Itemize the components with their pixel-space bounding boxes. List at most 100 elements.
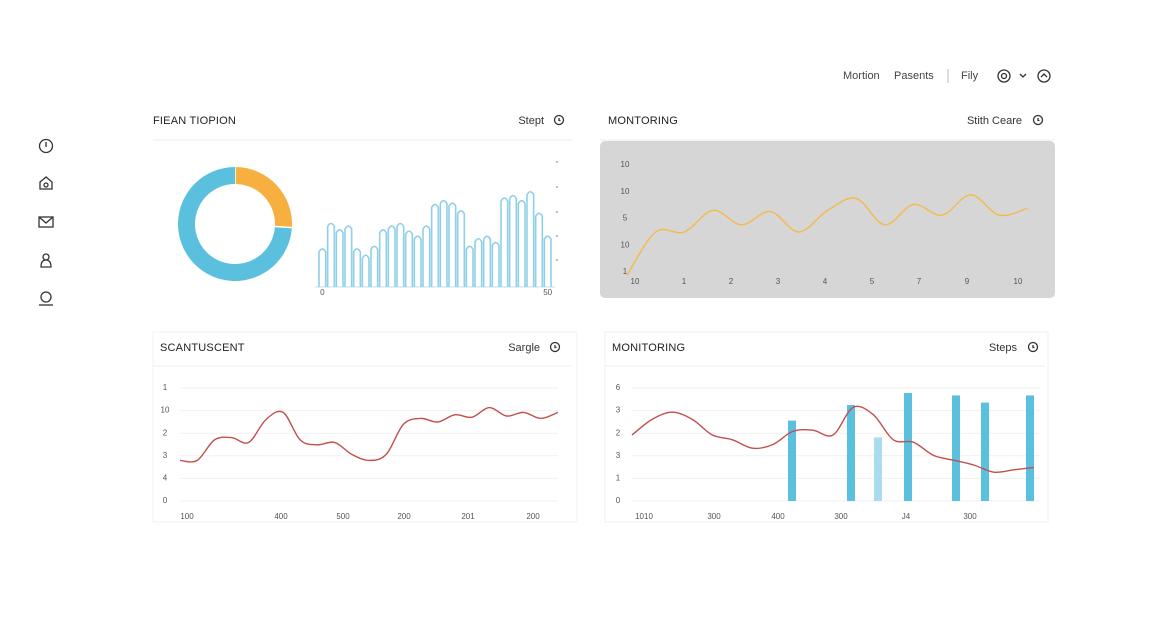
panel-action[interactable]: Stith Ceare — [967, 115, 1022, 127]
x-axis-label: 200 — [526, 512, 540, 521]
y-axis-label: 6 — [616, 383, 621, 392]
bar — [387, 225, 396, 287]
x-axis-label: 1 — [682, 277, 687, 286]
panel-title: SCANTUSCENT — [160, 342, 245, 354]
chevron[interactable] — [1019, 73, 1027, 78]
panel-frame — [152, 331, 578, 523]
bar — [1026, 395, 1034, 501]
line-series — [626, 194, 1029, 276]
panel-title: MONITORING — [612, 342, 685, 354]
x-axis-label: 200 — [397, 512, 411, 521]
clock-icon[interactable] — [553, 114, 565, 126]
nav-item[interactable]: Mortion — [843, 70, 880, 82]
nav-icon[interactable] — [997, 69, 1011, 83]
nav-icon[interactable] — [1037, 69, 1051, 83]
bar — [404, 230, 414, 287]
y-axis-label: 10 — [161, 406, 170, 415]
bar — [344, 225, 353, 287]
y-axis-label: 10 — [621, 240, 630, 249]
x-axis-label: 3 — [776, 277, 781, 286]
panel-frame — [604, 331, 1049, 523]
bar — [439, 199, 448, 287]
bar — [517, 199, 526, 287]
nav-item[interactable]: Fily — [961, 70, 979, 82]
panel-title: MONTORING — [608, 115, 678, 127]
bar — [318, 248, 327, 287]
sidebar-icon[interactable] — [38, 216, 54, 228]
bar — [981, 402, 989, 501]
x-axis-label: J4 — [902, 512, 911, 521]
donut-slice — [235, 167, 292, 228]
bar — [500, 197, 509, 287]
y-axis-label: 10 — [621, 160, 630, 169]
y-axis-label: 3 — [163, 451, 168, 460]
bar — [378, 229, 388, 287]
bar — [430, 203, 440, 287]
bar — [874, 437, 882, 501]
donut-slice — [177, 167, 292, 282]
sidebar-icon[interactable] — [39, 176, 53, 190]
sidebar — [38, 138, 54, 306]
y-axis-label: 2 — [163, 428, 168, 437]
panel-title: FIEAN TIOPION — [153, 115, 236, 127]
sidebar-icon[interactable] — [38, 138, 54, 154]
x-axis-label: 300 — [707, 512, 721, 521]
x-axis-label: 500 — [336, 512, 350, 521]
x-axis-label: 0 — [320, 288, 325, 297]
x-axis-label: 7 — [917, 277, 922, 286]
x-axis-label: 400 — [274, 512, 288, 521]
x-axis-label: 10 — [1014, 277, 1023, 286]
bar — [396, 222, 405, 287]
bar — [788, 420, 796, 501]
bar — [448, 202, 457, 287]
y-axis-label: 3 — [616, 406, 621, 415]
line-series — [179, 406, 559, 463]
bar — [422, 225, 431, 287]
x-axis-label: 9 — [965, 277, 970, 286]
x-axis-label: 4 — [823, 277, 828, 286]
y-axis-label: 2 — [616, 428, 621, 437]
bar — [465, 245, 474, 287]
y-axis-label: 1 — [163, 383, 168, 392]
x-axis-label: 100 — [180, 512, 194, 521]
bar — [335, 229, 344, 287]
x-axis-label: 5 — [870, 277, 875, 286]
x-axis-label: 1010 — [635, 512, 653, 521]
clock-icon[interactable] — [549, 341, 561, 353]
bar — [526, 190, 535, 287]
clock-icon[interactable] — [1027, 341, 1039, 353]
x-axis-label: 50 — [543, 288, 552, 297]
bar — [370, 245, 379, 287]
y-axis-label: 10 — [621, 187, 630, 196]
panel-action[interactable]: Steps — [989, 342, 1018, 354]
bar — [482, 235, 492, 287]
bar — [847, 405, 855, 501]
bar — [952, 395, 960, 501]
bar — [508, 194, 518, 287]
clock-icon[interactable] — [1032, 114, 1044, 126]
x-axis-label: 400 — [771, 512, 785, 521]
bar — [491, 241, 500, 287]
sidebar-icon[interactable] — [40, 253, 52, 268]
x-axis-label: 2 — [729, 277, 734, 286]
line-series — [631, 405, 1035, 474]
bar — [456, 210, 466, 287]
axis-dots — [556, 161, 558, 261]
bar — [534, 212, 544, 287]
bar — [474, 237, 483, 287]
y-axis-label: 4 — [163, 474, 168, 483]
panel-action[interactable]: Stept — [518, 115, 544, 127]
bar — [543, 235, 552, 287]
nav-item[interactable]: Pasents — [894, 70, 934, 82]
bar — [904, 393, 912, 501]
chart-panel-bg — [600, 141, 1055, 298]
panel-action[interactable]: Sargle — [508, 342, 540, 354]
y-axis-label: 3 — [616, 451, 621, 460]
x-axis-label: 300 — [963, 512, 977, 521]
bar — [413, 235, 422, 287]
x-axis-label: 10 — [631, 277, 640, 286]
sidebar-icon[interactable] — [39, 291, 53, 306]
y-axis-label: 0 — [163, 496, 168, 505]
